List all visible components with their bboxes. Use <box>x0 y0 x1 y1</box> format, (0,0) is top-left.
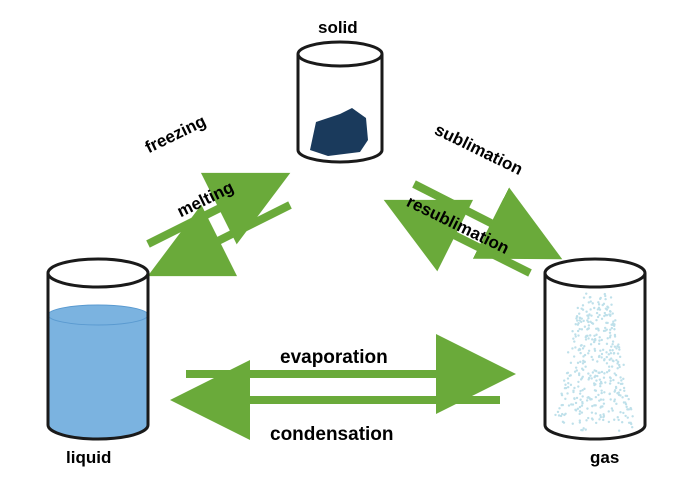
evaporation-label: evaporation <box>280 347 388 369</box>
liquid-label: liquid <box>66 448 111 468</box>
solid-container <box>298 42 382 162</box>
condensation-label: condensation <box>270 424 394 446</box>
solid-label: solid <box>318 18 358 38</box>
liquid-container <box>48 259 148 439</box>
gas-label: gas <box>590 448 619 468</box>
phase-diagram: solid liquid gas freezing melting sublim… <box>0 0 693 500</box>
gas-particles-icon <box>554 292 634 431</box>
solid-chunk-icon <box>310 108 368 156</box>
gas-container <box>545 259 645 439</box>
liquid-fill-icon <box>48 315 148 439</box>
